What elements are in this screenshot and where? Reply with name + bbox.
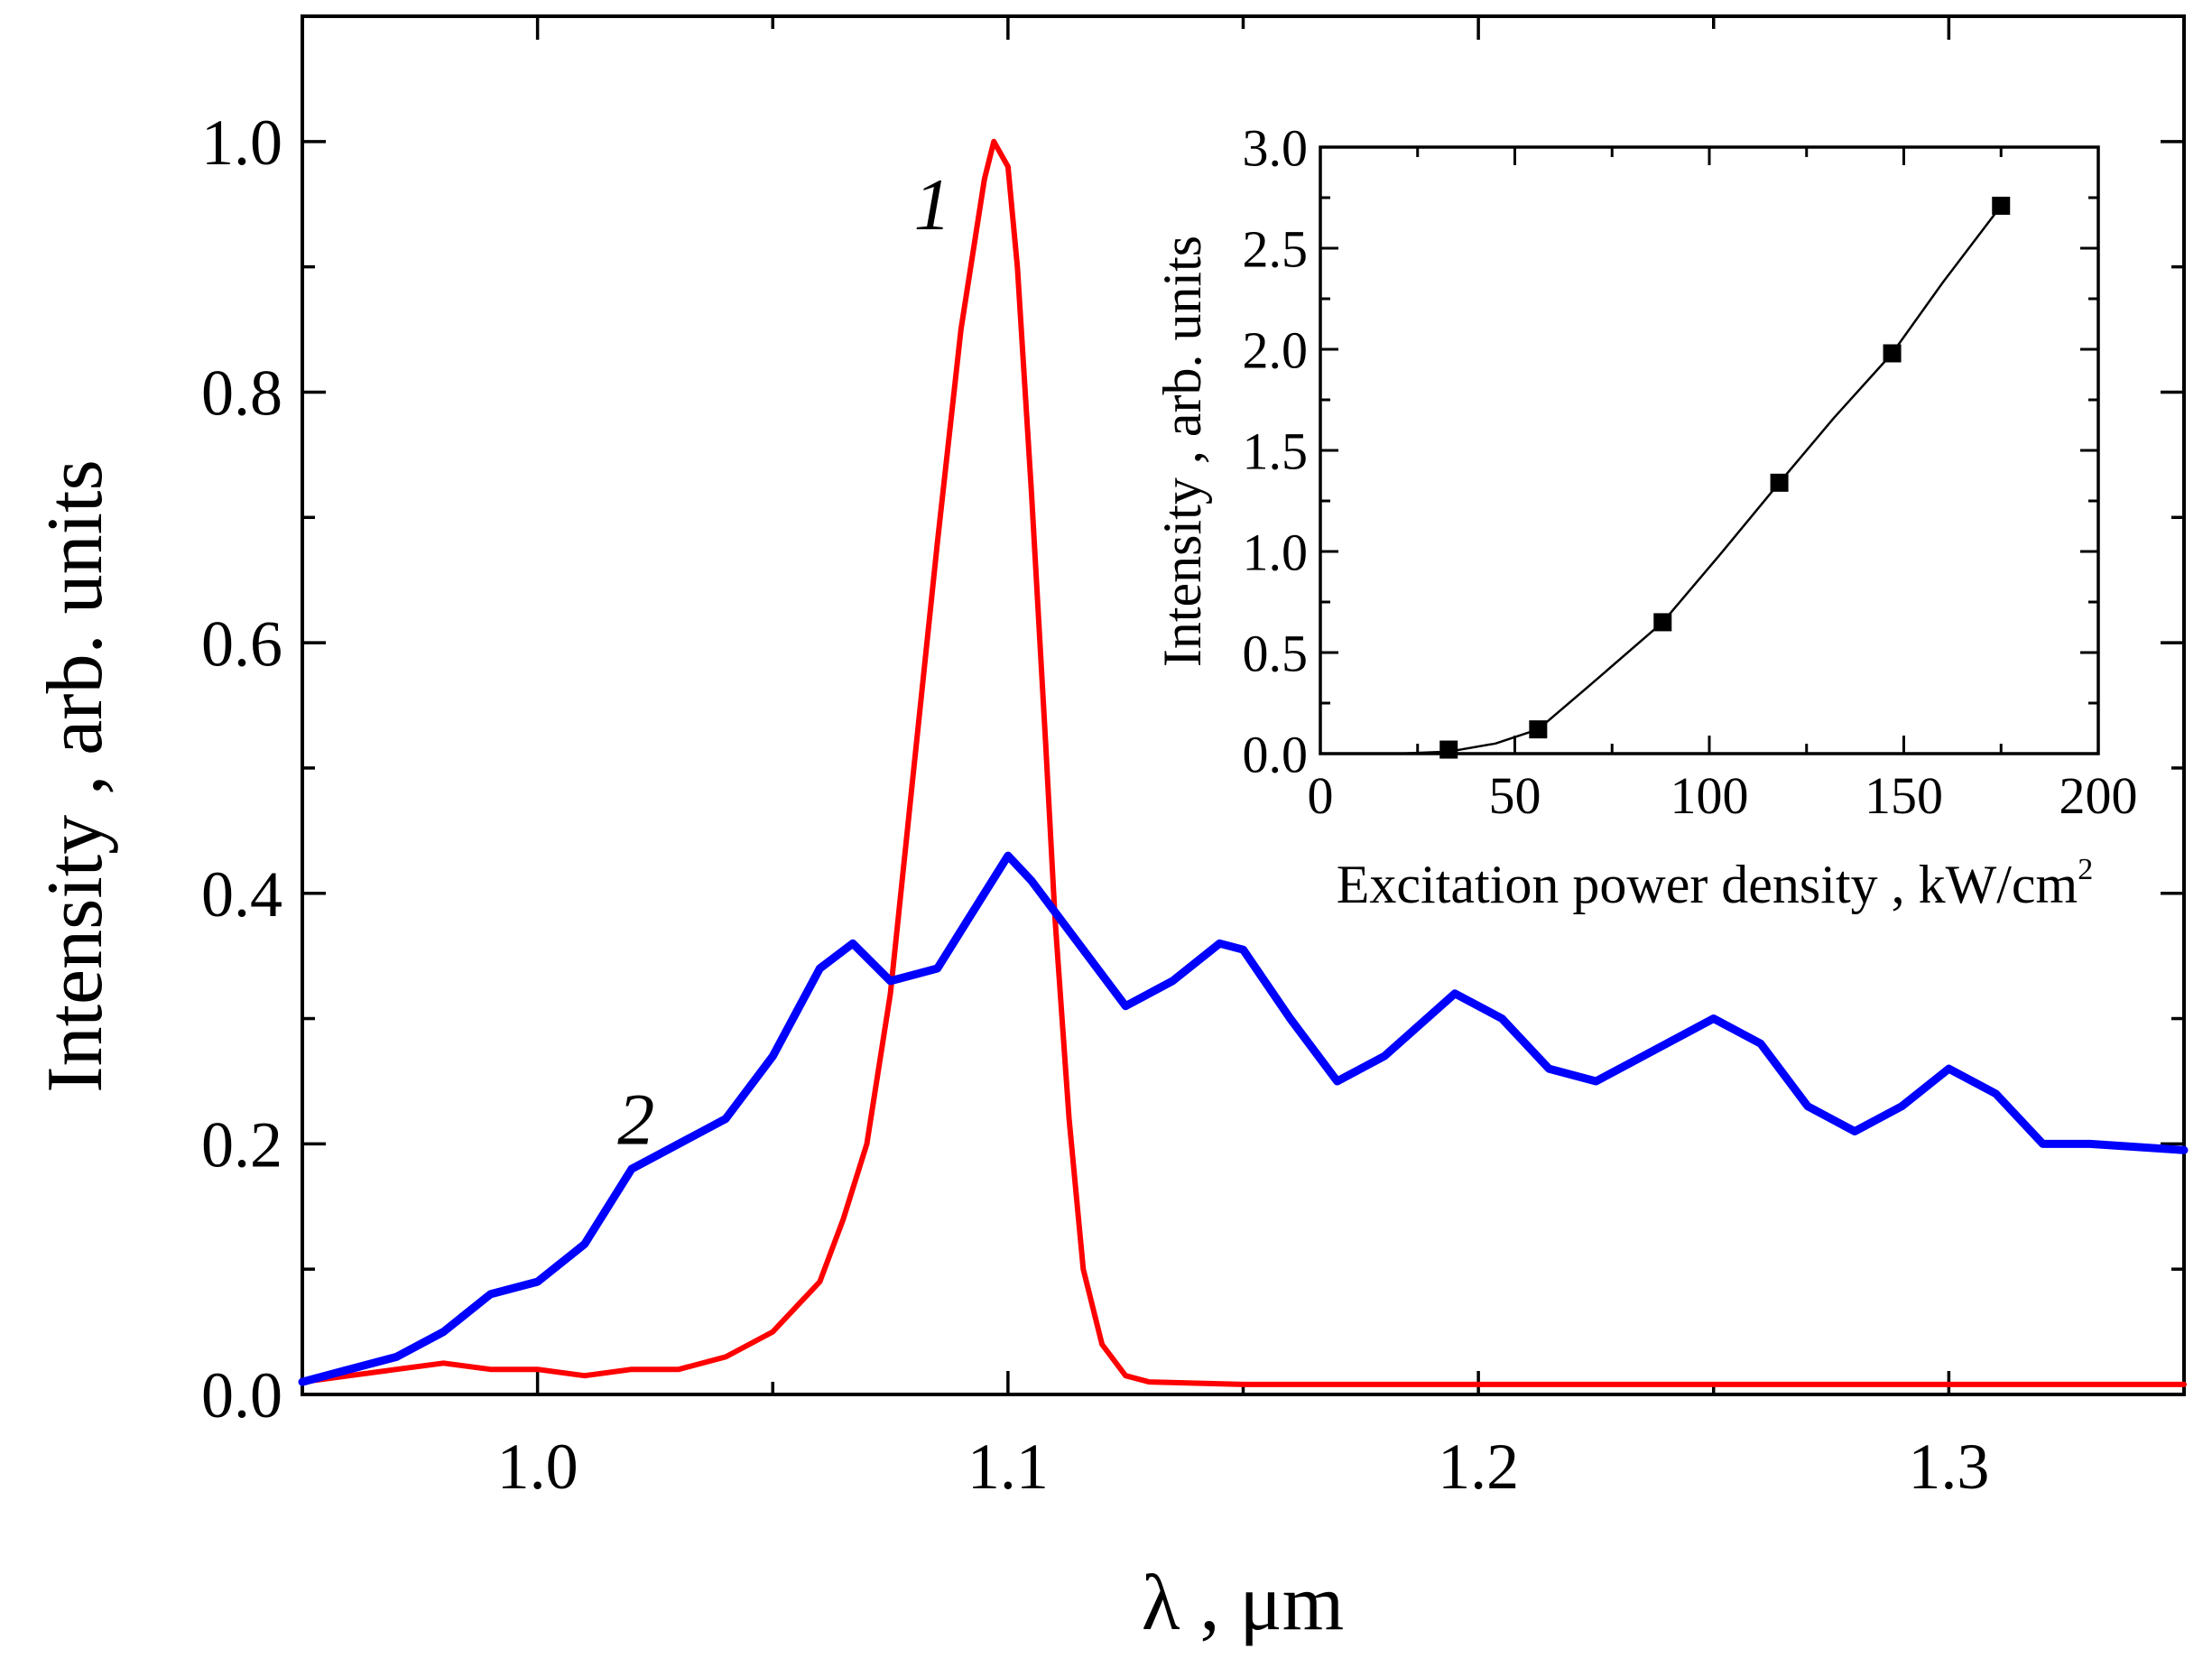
inset-x-tick-label: 100 xyxy=(1671,766,1749,825)
inset-y-ticks: 0.0 0.5 1.0 1.5 2.0 2.5 3.0 xyxy=(1243,118,2098,783)
inset-y-axis-title: Intensity , arb. units xyxy=(1152,236,1212,667)
inset-x-tick-label: 200 xyxy=(2059,766,2138,825)
inset-x-tick-label: 150 xyxy=(1865,766,1943,825)
inset-x-ticks: 0 50 100 150 200 xyxy=(1308,147,2138,825)
main-series-label-1: 1 xyxy=(914,163,951,245)
inset-y-tick-label: 0.0 xyxy=(1243,725,1309,783)
inset-y-tick-label: 0.5 xyxy=(1243,624,1309,682)
main-y-tick-label: 0.8 xyxy=(201,357,282,430)
inset-y-tick-label: 2.5 xyxy=(1243,219,1309,278)
inset-series-group xyxy=(1319,196,2011,759)
inset-data-point xyxy=(1439,740,1458,759)
main-y-axis-title: Intensity , arb. units xyxy=(32,459,119,1092)
main-series-line-1 xyxy=(300,138,2187,1387)
main-y-tick-label: 0.0 xyxy=(201,1359,282,1431)
main-y-tick-label: 0.4 xyxy=(201,858,282,931)
main-series-line-2 xyxy=(298,851,2189,1386)
main-x-tick-label: 1.2 xyxy=(1438,1431,1519,1503)
inset-x-axis-title: Excitation power density , kW/cm2 xyxy=(1337,853,2093,914)
main-x-tick-label: 1.1 xyxy=(967,1431,1049,1503)
inset-series-line-fit xyxy=(1319,204,2003,755)
main-x-ticks: 1.0 1.1 1.2 1.3 xyxy=(301,16,2186,1503)
main-y-tick-label: 0.6 xyxy=(201,607,282,680)
main-y-ticks: 0.0 0.2 0.4 0.6 0.8 1.0 xyxy=(201,14,2184,1431)
main-x-tick-label: 1.0 xyxy=(497,1431,578,1503)
inset-chart: 0 50 100 150 200 0.0 0.5 1.0 1.5 2.0 2.5 3.0 Excit… xyxy=(1152,118,2138,914)
inset-background xyxy=(1320,147,2098,754)
main-chart: 1.0 1.1 1.2 1.3 0.00.20.40.60.81.0 12 λ , μ… xyxy=(32,14,2189,1647)
main-x-axis-title: λ , μm xyxy=(1142,1560,1344,1647)
main-x-tick-label: 1.3 xyxy=(1908,1431,1989,1503)
inset-y-tick-label: 2.0 xyxy=(1243,320,1309,379)
main-series-label-2: 2 xyxy=(617,1078,654,1160)
inset-x-tick-label: 0 xyxy=(1308,766,1334,825)
main-annotations: 12 xyxy=(617,163,950,1160)
main-y-tick-label: 0.2 xyxy=(201,1109,282,1181)
inset-y-tick-label: 3.0 xyxy=(1243,118,1309,177)
inset-x-tick-label: 50 xyxy=(1489,766,1541,825)
main-y-tick-label: 1.0 xyxy=(201,107,282,179)
inset-y-tick-label: 1.0 xyxy=(1243,523,1309,581)
inset-x-axis-title-superscript: 2 xyxy=(2078,853,2093,886)
main-series-group xyxy=(298,138,2189,1387)
inset-x-axis-title-text: Excitation power density , kW/cm xyxy=(1337,855,2078,914)
inset-y-tick-label: 1.5 xyxy=(1243,421,1309,480)
